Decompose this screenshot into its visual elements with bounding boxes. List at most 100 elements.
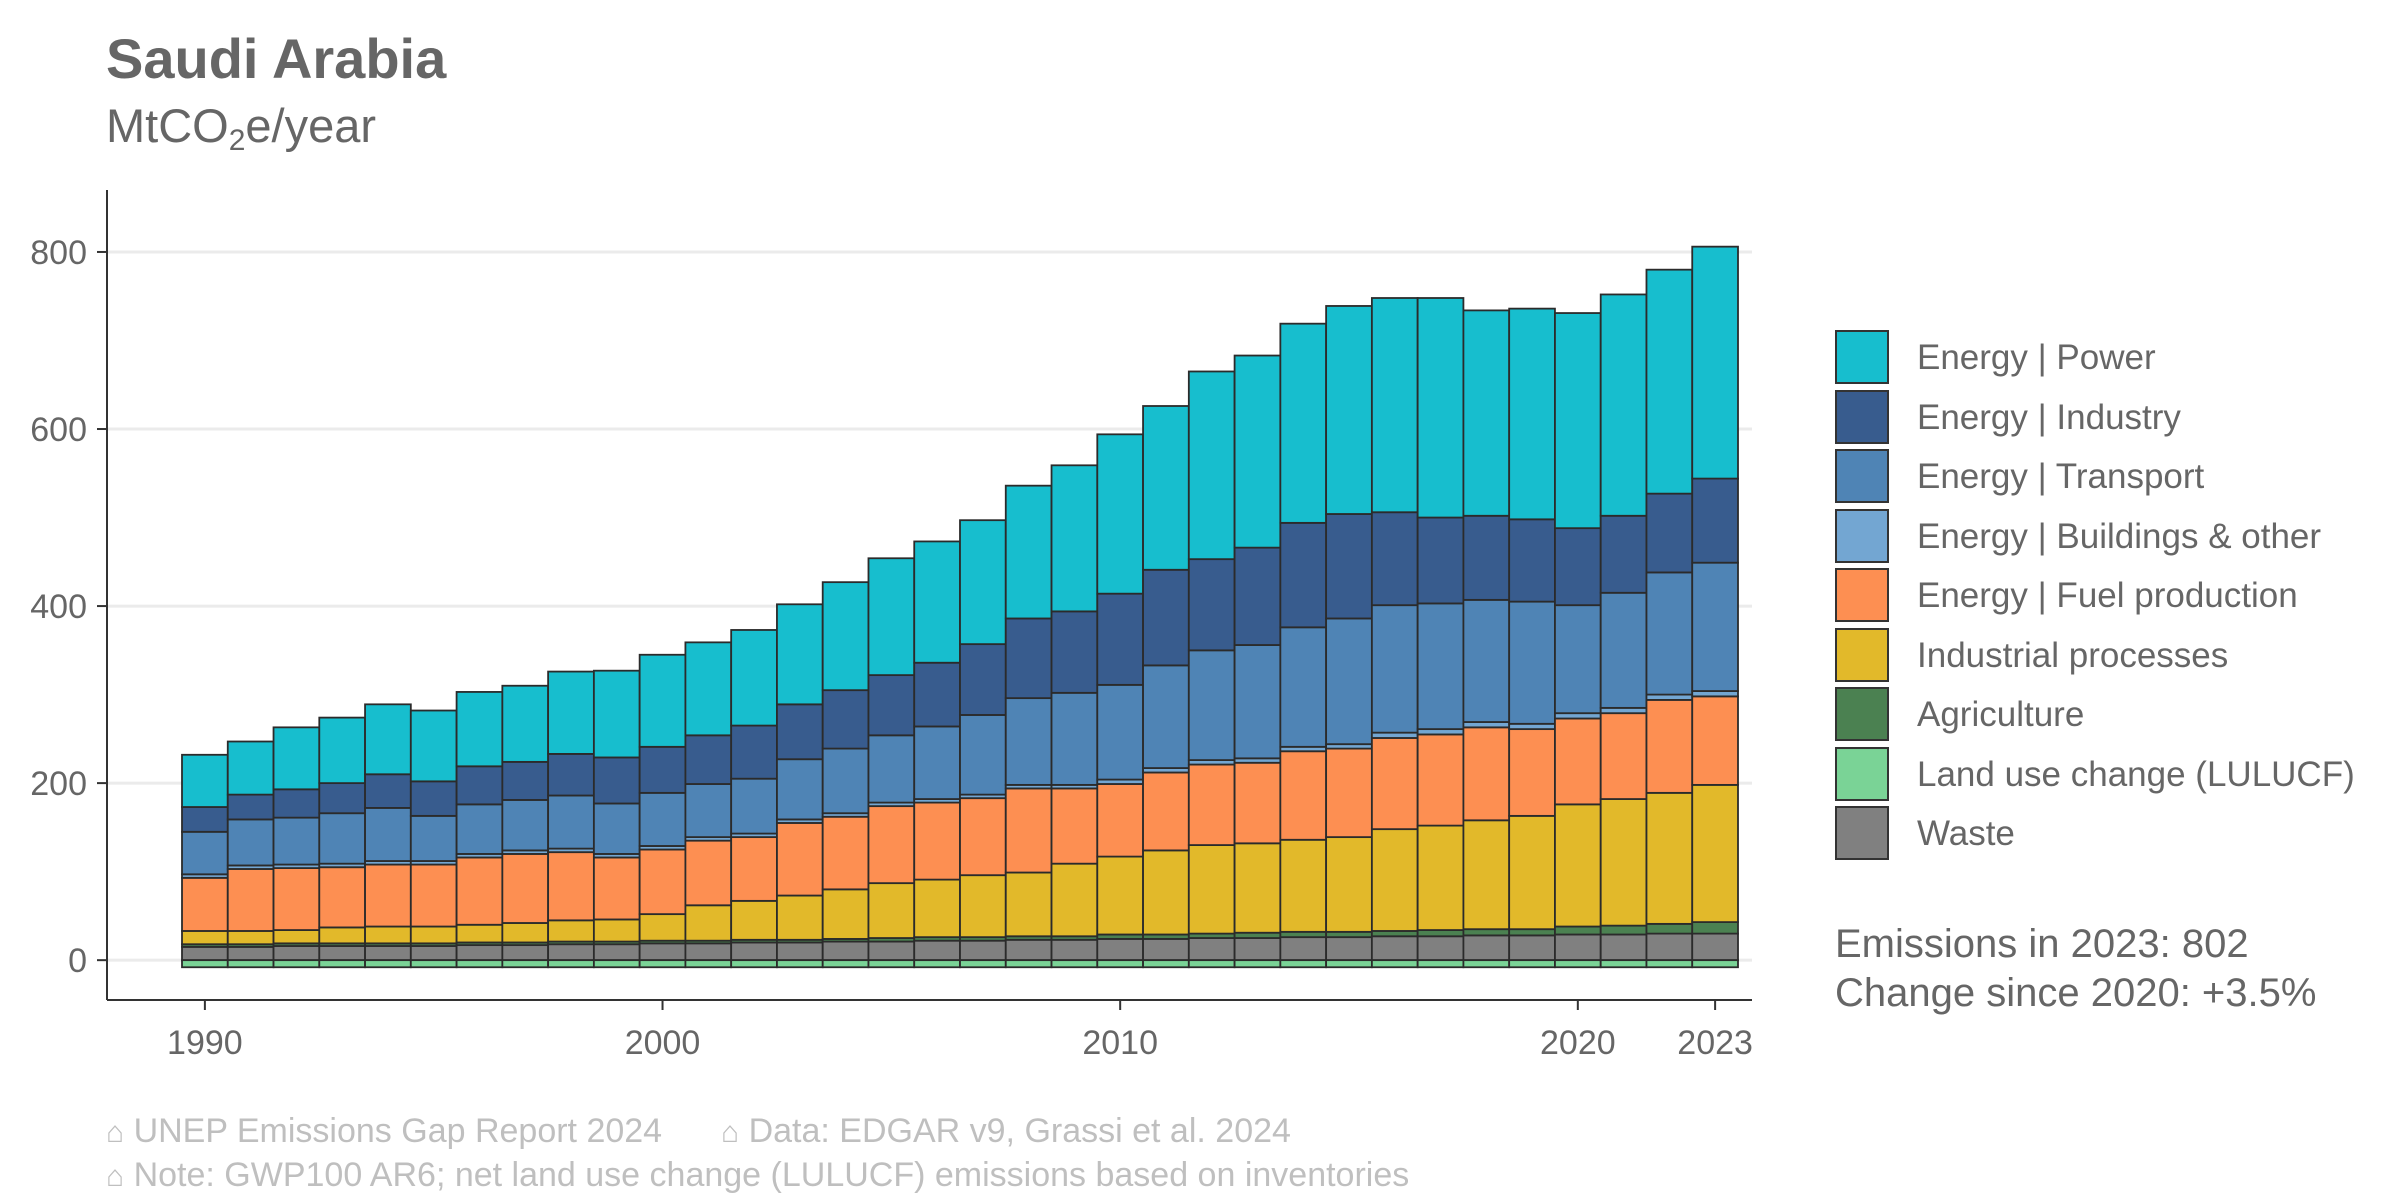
x-axis-ticks: 1990 2000 2010 2020 2023 — [167, 1000, 1753, 1060]
bar-segment — [409, 814, 458, 862]
bar-segment — [913, 801, 961, 881]
bar-segment — [181, 830, 229, 876]
bar-segment — [1462, 514, 1511, 601]
bar-segment — [409, 925, 458, 945]
bar-segment — [1691, 783, 1739, 923]
data-note: Data: EDGAR v9, Grassi et al. 2024 — [748, 1112, 1291, 1150]
legend-item: Agriculture — [1835, 687, 2395, 745]
bar-segment — [1554, 803, 1602, 928]
bar-segment — [501, 760, 550, 801]
bar-segment — [1691, 561, 1739, 692]
bar-segment — [684, 904, 733, 942]
bar-segment — [1279, 838, 1328, 933]
legend-label: Land use change (LULUCF) — [1917, 754, 2355, 794]
bar-segment — [959, 939, 1007, 962]
bar-segment — [1370, 511, 1419, 607]
bar-segment — [1142, 568, 1190, 667]
bar-segment — [318, 716, 366, 785]
bar-segment — [1279, 959, 1328, 969]
bar-segment — [1462, 309, 1511, 517]
bar-segment — [776, 959, 824, 969]
bar-segment — [364, 703, 412, 776]
bar-segment — [1462, 959, 1511, 969]
bar-segment — [1691, 932, 1739, 962]
bar-segment — [592, 959, 641, 969]
bar-segment — [272, 816, 321, 866]
bar-segment — [1554, 959, 1602, 969]
bar-segment — [1370, 737, 1419, 831]
y-tick-label: 400 — [30, 588, 87, 626]
subtitle-unit-suffix: e/year — [245, 99, 377, 152]
bar-segment — [684, 734, 733, 785]
bar-segment — [226, 818, 275, 867]
bar-segment — [913, 661, 961, 728]
bar-segment — [1599, 959, 1648, 969]
bar-segment — [501, 799, 550, 852]
bar-segment — [1554, 925, 1602, 936]
bar-segment — [1508, 814, 1556, 931]
bar-segment — [592, 802, 641, 855]
bar-segment — [1599, 924, 1648, 936]
bar-segment — [959, 714, 1007, 796]
bar-segment — [730, 959, 778, 969]
bar-segment — [1508, 959, 1556, 969]
bar-segment — [1508, 728, 1556, 817]
bar-segment — [1462, 934, 1511, 962]
bar-segment — [1233, 644, 1282, 760]
bar-segment — [272, 945, 321, 962]
bar-segment — [226, 793, 275, 821]
emissions-stats: Emissions in 2023: 802 Change since 2020… — [1835, 920, 2316, 1018]
bar-segment — [1096, 433, 1144, 595]
bar-segment — [1050, 938, 1099, 962]
x-tick-label: 2020 — [1540, 1024, 1616, 1060]
legend-item: Land use change (LULUCF) — [1835, 746, 2395, 805]
bar-segment — [226, 930, 275, 946]
axes — [106, 190, 1752, 1001]
footnotes: ⌂ UNEP Emissions Gap Report 2024 ⌂ Data:… — [106, 1110, 1409, 1198]
y-tick-label: 800 — [30, 234, 87, 272]
legend-swatch — [1835, 389, 1889, 444]
legend-label: Energy | Buildings & other — [1917, 516, 2322, 556]
bar-segment — [318, 945, 366, 962]
legend-swatch — [1835, 508, 1889, 563]
home-icon: ⌂ — [106, 1160, 125, 1193]
bar-segment — [592, 756, 641, 805]
bar-segment — [1508, 928, 1556, 937]
bar-segment — [1325, 836, 1373, 933]
bar-segment — [1691, 921, 1739, 935]
bar-segment — [272, 929, 321, 945]
bar-segment — [1142, 405, 1190, 571]
legend-label: Energy | Power — [1917, 338, 2156, 377]
bar-segment — [730, 836, 778, 902]
bar-segment — [1416, 935, 1465, 962]
bar-segment — [1325, 305, 1373, 515]
bar-segment — [318, 812, 366, 865]
bar-segment — [1187, 937, 1236, 962]
bar-segment — [913, 939, 961, 962]
bar-segment — [501, 853, 550, 924]
chart-title: Saudi Arabia — [106, 27, 447, 90]
bar-segment — [226, 959, 275, 969]
bar-segment — [547, 959, 595, 969]
bar-segment — [181, 753, 229, 808]
bar-segment — [592, 856, 641, 921]
bar-segment — [547, 851, 595, 922]
bar-segment — [592, 669, 641, 759]
legend-label: Energy | Industry — [1917, 397, 2181, 437]
bar-segment — [592, 918, 641, 943]
bar-segment — [1645, 791, 1694, 925]
bar-segment — [272, 867, 321, 931]
bar-segment — [1370, 959, 1419, 969]
bar-segment — [1050, 464, 1099, 613]
bar-segment — [1599, 293, 1648, 517]
bar-segment — [1050, 691, 1099, 786]
footnote-line-2: ⌂ Note: GWP100 AR6; net land use change … — [106, 1154, 1409, 1198]
bar-segment — [455, 691, 504, 768]
bar-segment — [181, 959, 229, 969]
bar-segment — [1004, 938, 1053, 962]
bar-segment — [776, 894, 824, 941]
chart-subtitle: MtCO2e/year — [106, 98, 376, 158]
bar-segment — [913, 725, 961, 800]
bar-segment — [638, 942, 687, 962]
bar-segment — [455, 923, 504, 944]
